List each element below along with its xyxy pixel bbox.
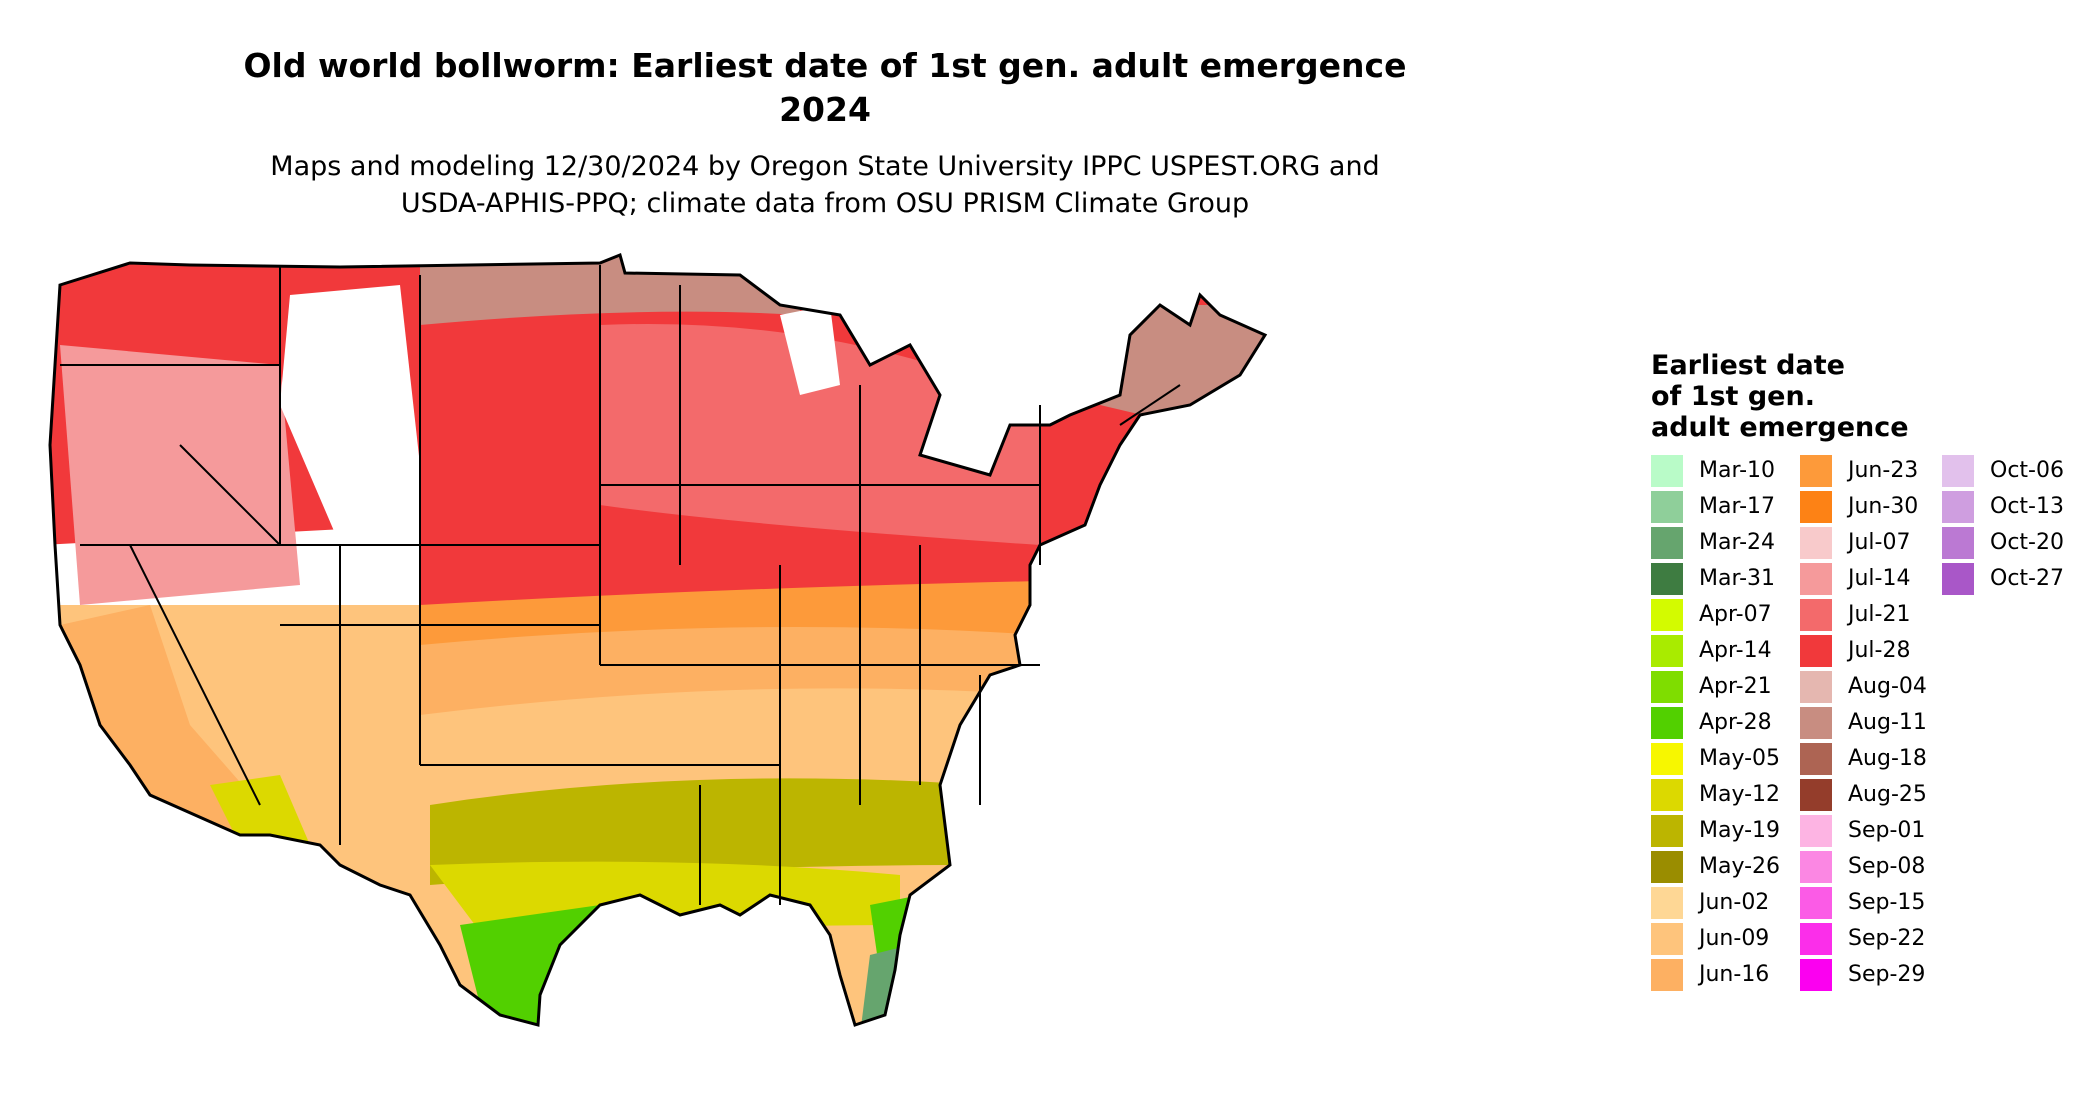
state-boundaries: [60, 265, 1181, 905]
map-title-line1: Old world bollworm: Earliest date of 1st…: [243, 46, 1407, 85]
legend-swatch: [1651, 671, 1683, 703]
legend-label: Aug-18: [1848, 746, 1927, 771]
legend-label: Jun-30: [1848, 494, 1919, 519]
legend-label: Aug-25: [1848, 782, 1927, 807]
legend-label: Jun-02: [1699, 890, 1770, 915]
legend-label: Sep-29: [1848, 962, 1926, 987]
legend-swatch: [1800, 815, 1832, 847]
legend-label: Jul-07: [1848, 530, 1911, 555]
legend-swatch: [1651, 455, 1683, 487]
legend-swatch: [1800, 491, 1832, 523]
legend-label: Sep-22: [1848, 926, 1926, 951]
legend-swatch: [1651, 491, 1683, 523]
legend-label: Sep-08: [1848, 854, 1926, 879]
map-subtitle-line1: Maps and modeling 12/30/2024 by Oregon S…: [270, 151, 1380, 182]
legend-label: Oct-27: [1990, 566, 2064, 591]
map-zone-west-pink: [60, 345, 300, 605]
legend-swatch: [1800, 455, 1832, 487]
legend-swatch: [1651, 923, 1683, 955]
legend-label: Apr-07: [1699, 602, 1772, 627]
legend-swatch: [1651, 779, 1683, 811]
map-title: Old world bollworm: Earliest date of 1st…: [0, 44, 1650, 132]
legend-swatch: [1651, 851, 1683, 883]
legend-label: Mar-31: [1699, 566, 1776, 591]
legend-label: Sep-15: [1848, 890, 1926, 915]
legend-title-line1: Earliest date: [1651, 350, 1845, 381]
legend-swatch: [1651, 527, 1683, 559]
legend-title-line2: of 1st gen.: [1651, 381, 1815, 412]
legend-swatch: [1651, 707, 1683, 739]
legend-swatch: [1800, 959, 1832, 991]
map-zone-texas-green: [460, 905, 600, 1025]
us-emergence-map: [48, 253, 1267, 1027]
map-subtitle: Maps and modeling 12/30/2024 by Oregon S…: [0, 148, 1650, 222]
legend-label: Mar-10: [1699, 458, 1776, 483]
legend-label: Mar-24: [1699, 530, 1776, 555]
legend-label: May-26: [1699, 854, 1781, 879]
map-zone-california-orange: [60, 605, 260, 835]
legend-label: Jun-23: [1848, 458, 1919, 483]
legend-swatch: [1800, 743, 1832, 775]
map-zone-great-lakes-white: [780, 305, 840, 395]
map-title-line2: 2024: [779, 90, 871, 129]
legend-label: May-05: [1699, 746, 1781, 771]
legend-label: Jul-28: [1848, 638, 1911, 663]
legend-label: Sep-01: [1848, 818, 1926, 843]
map-color-fill: [50, 255, 1265, 1025]
legend-title-line3: adult emergence: [1651, 412, 1909, 443]
legend-label: Jun-16: [1699, 962, 1770, 987]
legend-label: May-19: [1699, 818, 1781, 843]
legend-swatch: [1800, 635, 1832, 667]
legend-swatch: [1800, 851, 1832, 883]
map-zone-gulf-olive: [430, 778, 980, 885]
legend-label: Mar-17: [1699, 494, 1776, 519]
map-zone-rockies-white: [280, 285, 420, 545]
legend-title: Earliest date of 1st gen. adult emergenc…: [1651, 350, 1909, 443]
legend-swatch: [1651, 635, 1683, 667]
legend-label: Jul-14: [1848, 566, 1911, 591]
map-zone-southwest-yellow: [210, 775, 310, 845]
legend-label: May-12: [1699, 782, 1781, 807]
legend-swatch: [1651, 959, 1683, 991]
legend-swatch: [1942, 491, 1974, 523]
legend-swatch: [1800, 707, 1832, 739]
legend-swatch: [1800, 527, 1832, 559]
legend-label: Apr-14: [1699, 638, 1772, 663]
legend-swatch: [1800, 923, 1832, 955]
legend-swatch: [1942, 455, 1974, 487]
legend-swatch: [1651, 563, 1683, 595]
legend-label: Apr-21: [1699, 674, 1772, 699]
map-zone-mid-latitude-orange: [420, 627, 1040, 715]
legend-swatch: [1651, 815, 1683, 847]
legend-swatch: [1800, 563, 1832, 595]
legend-swatch: [1651, 887, 1683, 919]
legend-label: Jun-09: [1699, 926, 1770, 951]
legend-label: Oct-06: [1990, 458, 2064, 483]
legend-swatch: [1651, 743, 1683, 775]
legend-swatch: [1800, 599, 1832, 631]
legend-label: Aug-04: [1848, 674, 1927, 699]
legend-label: Aug-11: [1848, 710, 1927, 735]
legend-swatch: [1800, 887, 1832, 919]
legend-label: Jul-21: [1848, 602, 1911, 627]
map-subtitle-line2: USDA-APHIS-PPQ; climate data from OSU PR…: [400, 188, 1250, 219]
legend-swatch: [1942, 527, 1974, 559]
legend-label: Oct-13: [1990, 494, 2064, 519]
legend-swatch: [1800, 779, 1832, 811]
legend-swatch: [1942, 563, 1974, 595]
legend-label: Apr-28: [1699, 710, 1772, 735]
legend-swatch: [1651, 599, 1683, 631]
legend-label: Oct-20: [1990, 530, 2064, 555]
legend-swatch: [1800, 671, 1832, 703]
